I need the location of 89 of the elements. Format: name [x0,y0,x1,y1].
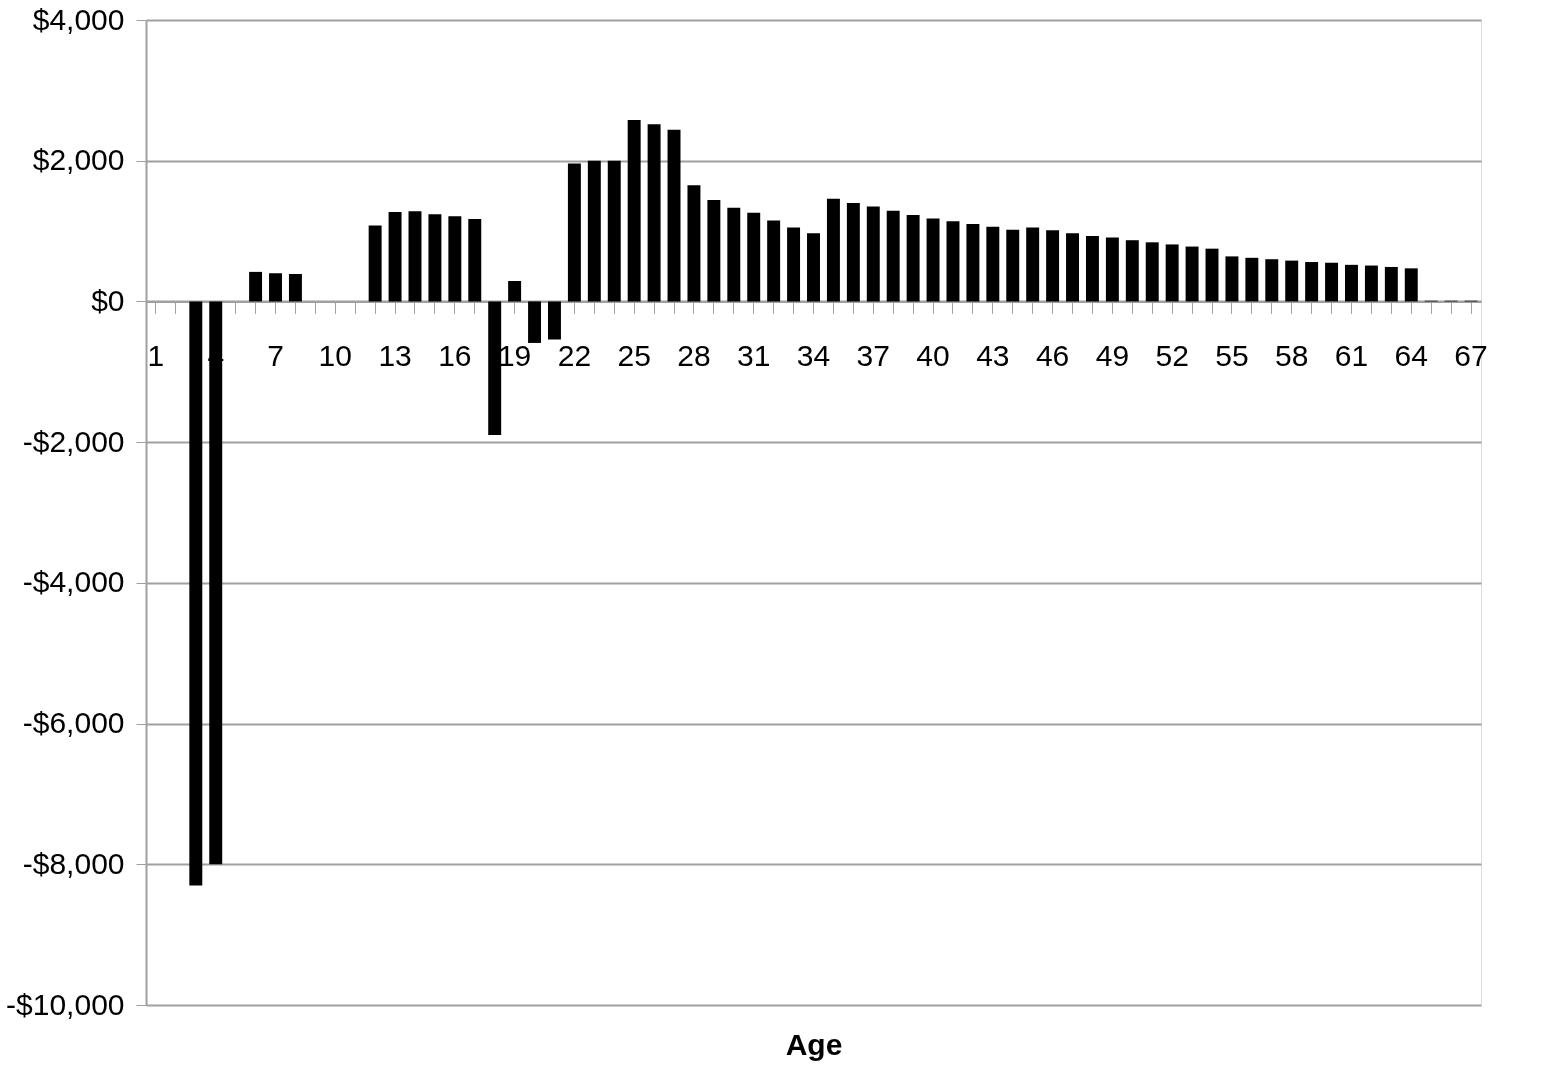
x-tick-label: 10 [318,338,352,372]
bar [667,129,681,302]
x-tick-label: 28 [677,338,711,372]
bar [846,202,860,302]
bar [687,185,701,302]
bar [607,160,621,302]
bar [1105,237,1119,302]
x-tick-label: 49 [1095,338,1130,372]
bar [767,220,781,302]
x-tick-label: 40 [916,338,950,372]
y-tick-label: $0 [91,283,125,317]
x-tick-label: 13 [378,338,412,372]
bar [508,281,522,302]
bar [826,198,840,302]
x-tick-label: 31 [737,338,771,372]
x-tick-label: 67 [1454,338,1488,372]
x-tick-label: 52 [1155,338,1189,372]
bar [1245,257,1259,302]
bar [547,301,561,340]
y-tick-label: $2,000 [32,143,125,177]
bar [1046,230,1060,302]
bar [269,273,282,302]
bar [249,271,263,302]
x-axis-title: Age [785,1027,843,1061]
y-tick-label: -$10,000 [6,987,125,1021]
bar [1125,240,1139,302]
bar [807,233,820,302]
bar [388,212,402,302]
bar [1305,262,1319,302]
bar [468,219,482,302]
x-tick-label: 55 [1215,338,1249,372]
bar [587,160,601,302]
bar [1404,268,1418,302]
bar [787,227,801,302]
bar [368,225,382,302]
bar [866,206,880,302]
bar [727,207,741,302]
bar [1085,236,1099,302]
bar [1364,265,1378,302]
bar [528,301,542,343]
bar [906,214,920,302]
bar [1225,256,1239,302]
bar [488,301,502,436]
bar [408,211,422,302]
bar [946,221,960,302]
bar [707,200,721,302]
bar [966,224,980,302]
x-tick-label: 58 [1275,338,1309,372]
x-tick-label: 37 [856,338,890,372]
bar [428,214,442,302]
bar [1026,227,1040,302]
x-tick-label: 34 [796,338,831,372]
bar [986,226,1000,302]
x-tick-label: 1 [147,338,165,372]
x-tick-label: 22 [557,338,592,372]
bar [1384,266,1398,302]
x-tick-label: 43 [976,338,1010,372]
bar [1066,233,1080,302]
x-tick-label: 19 [497,338,532,372]
bar [886,210,900,302]
x-tick-label: 64 [1394,338,1428,372]
bar [1185,246,1199,302]
x-tick-label: 25 [617,338,651,372]
bar [1345,264,1358,302]
x-tick-label: 7 [267,338,284,372]
bar [1285,260,1299,302]
bar [627,119,641,302]
bar [288,273,302,302]
bar [209,301,223,865]
x-tick-label: 61 [1334,338,1369,372]
bar [1145,242,1159,302]
bar [1205,248,1219,302]
y-tick-label: -$6,000 [22,706,125,740]
y-tick-label: -$2,000 [22,424,125,458]
y-tick-label: $4,000 [32,2,125,36]
x-tick-label: 16 [438,338,472,372]
bar [926,218,940,302]
bar [1165,244,1179,302]
y-tick-label: -$4,000 [22,565,125,599]
y-tick-label: -$8,000 [22,846,125,880]
bar [567,163,581,302]
bar [1265,259,1279,302]
bar [1006,229,1020,302]
bar [448,216,462,302]
bar [189,301,203,886]
bar [1325,262,1339,302]
bar [647,124,661,302]
bar [747,212,761,302]
x-tick-label: 46 [1035,338,1070,372]
